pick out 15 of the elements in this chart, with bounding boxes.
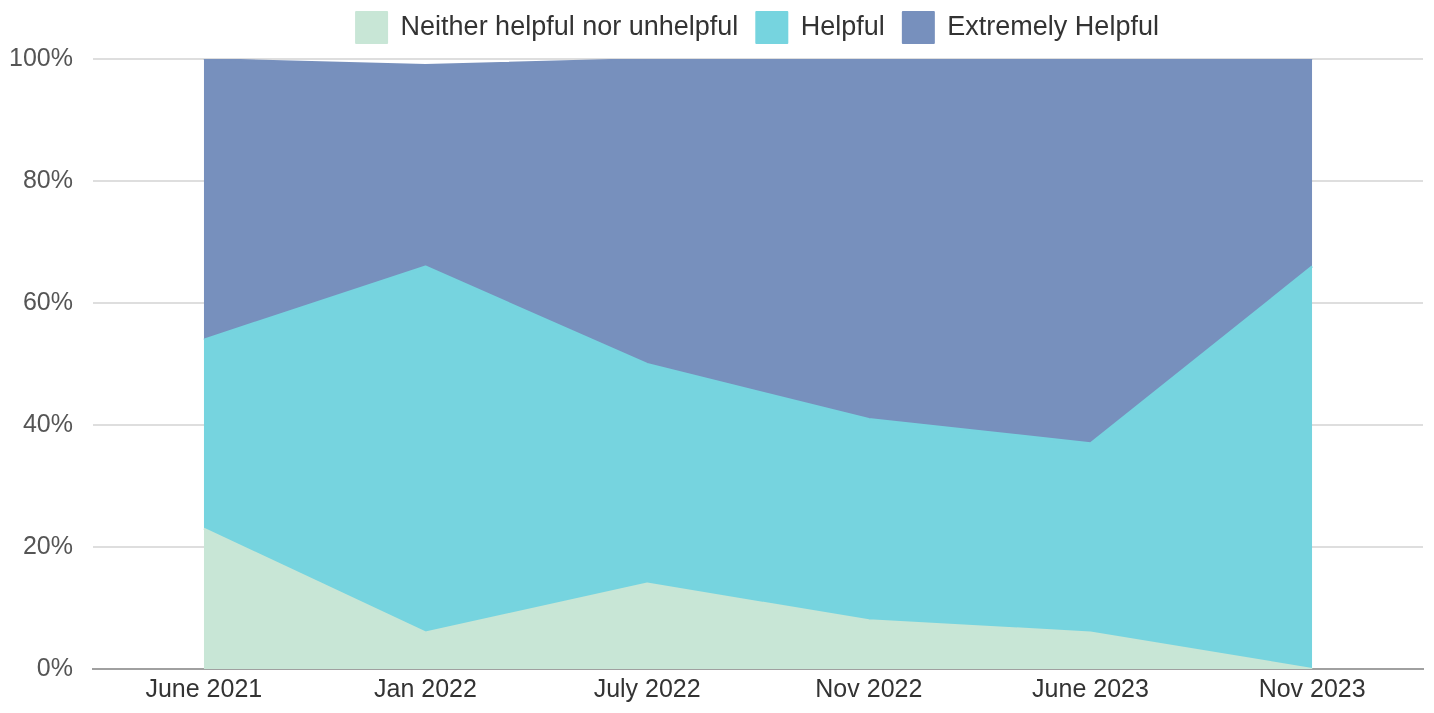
y-tick-label: 20% xyxy=(22,530,73,559)
y-tick-label: 100% xyxy=(9,42,73,71)
x-tick-label: Nov 2023 xyxy=(1258,673,1366,702)
x-tick-label: July 2022 xyxy=(593,673,701,702)
x-tick-label: June 2021 xyxy=(145,673,263,702)
x-tick-label: June 2023 xyxy=(1032,673,1149,702)
y-tick-label: 80% xyxy=(22,164,73,193)
x-tick-label: Nov 2022 xyxy=(815,673,923,702)
y-tick-label: 0% xyxy=(36,652,73,681)
x-tick-label: Jan 2022 xyxy=(374,673,477,702)
legend-label: Helpful xyxy=(800,10,885,41)
y-tick-label: 60% xyxy=(22,286,73,315)
legend-label: Neither helpful nor unhelpful xyxy=(400,10,739,41)
legend-label: Extremely Helpful xyxy=(947,10,1159,41)
y-tick-label: 40% xyxy=(22,408,73,437)
